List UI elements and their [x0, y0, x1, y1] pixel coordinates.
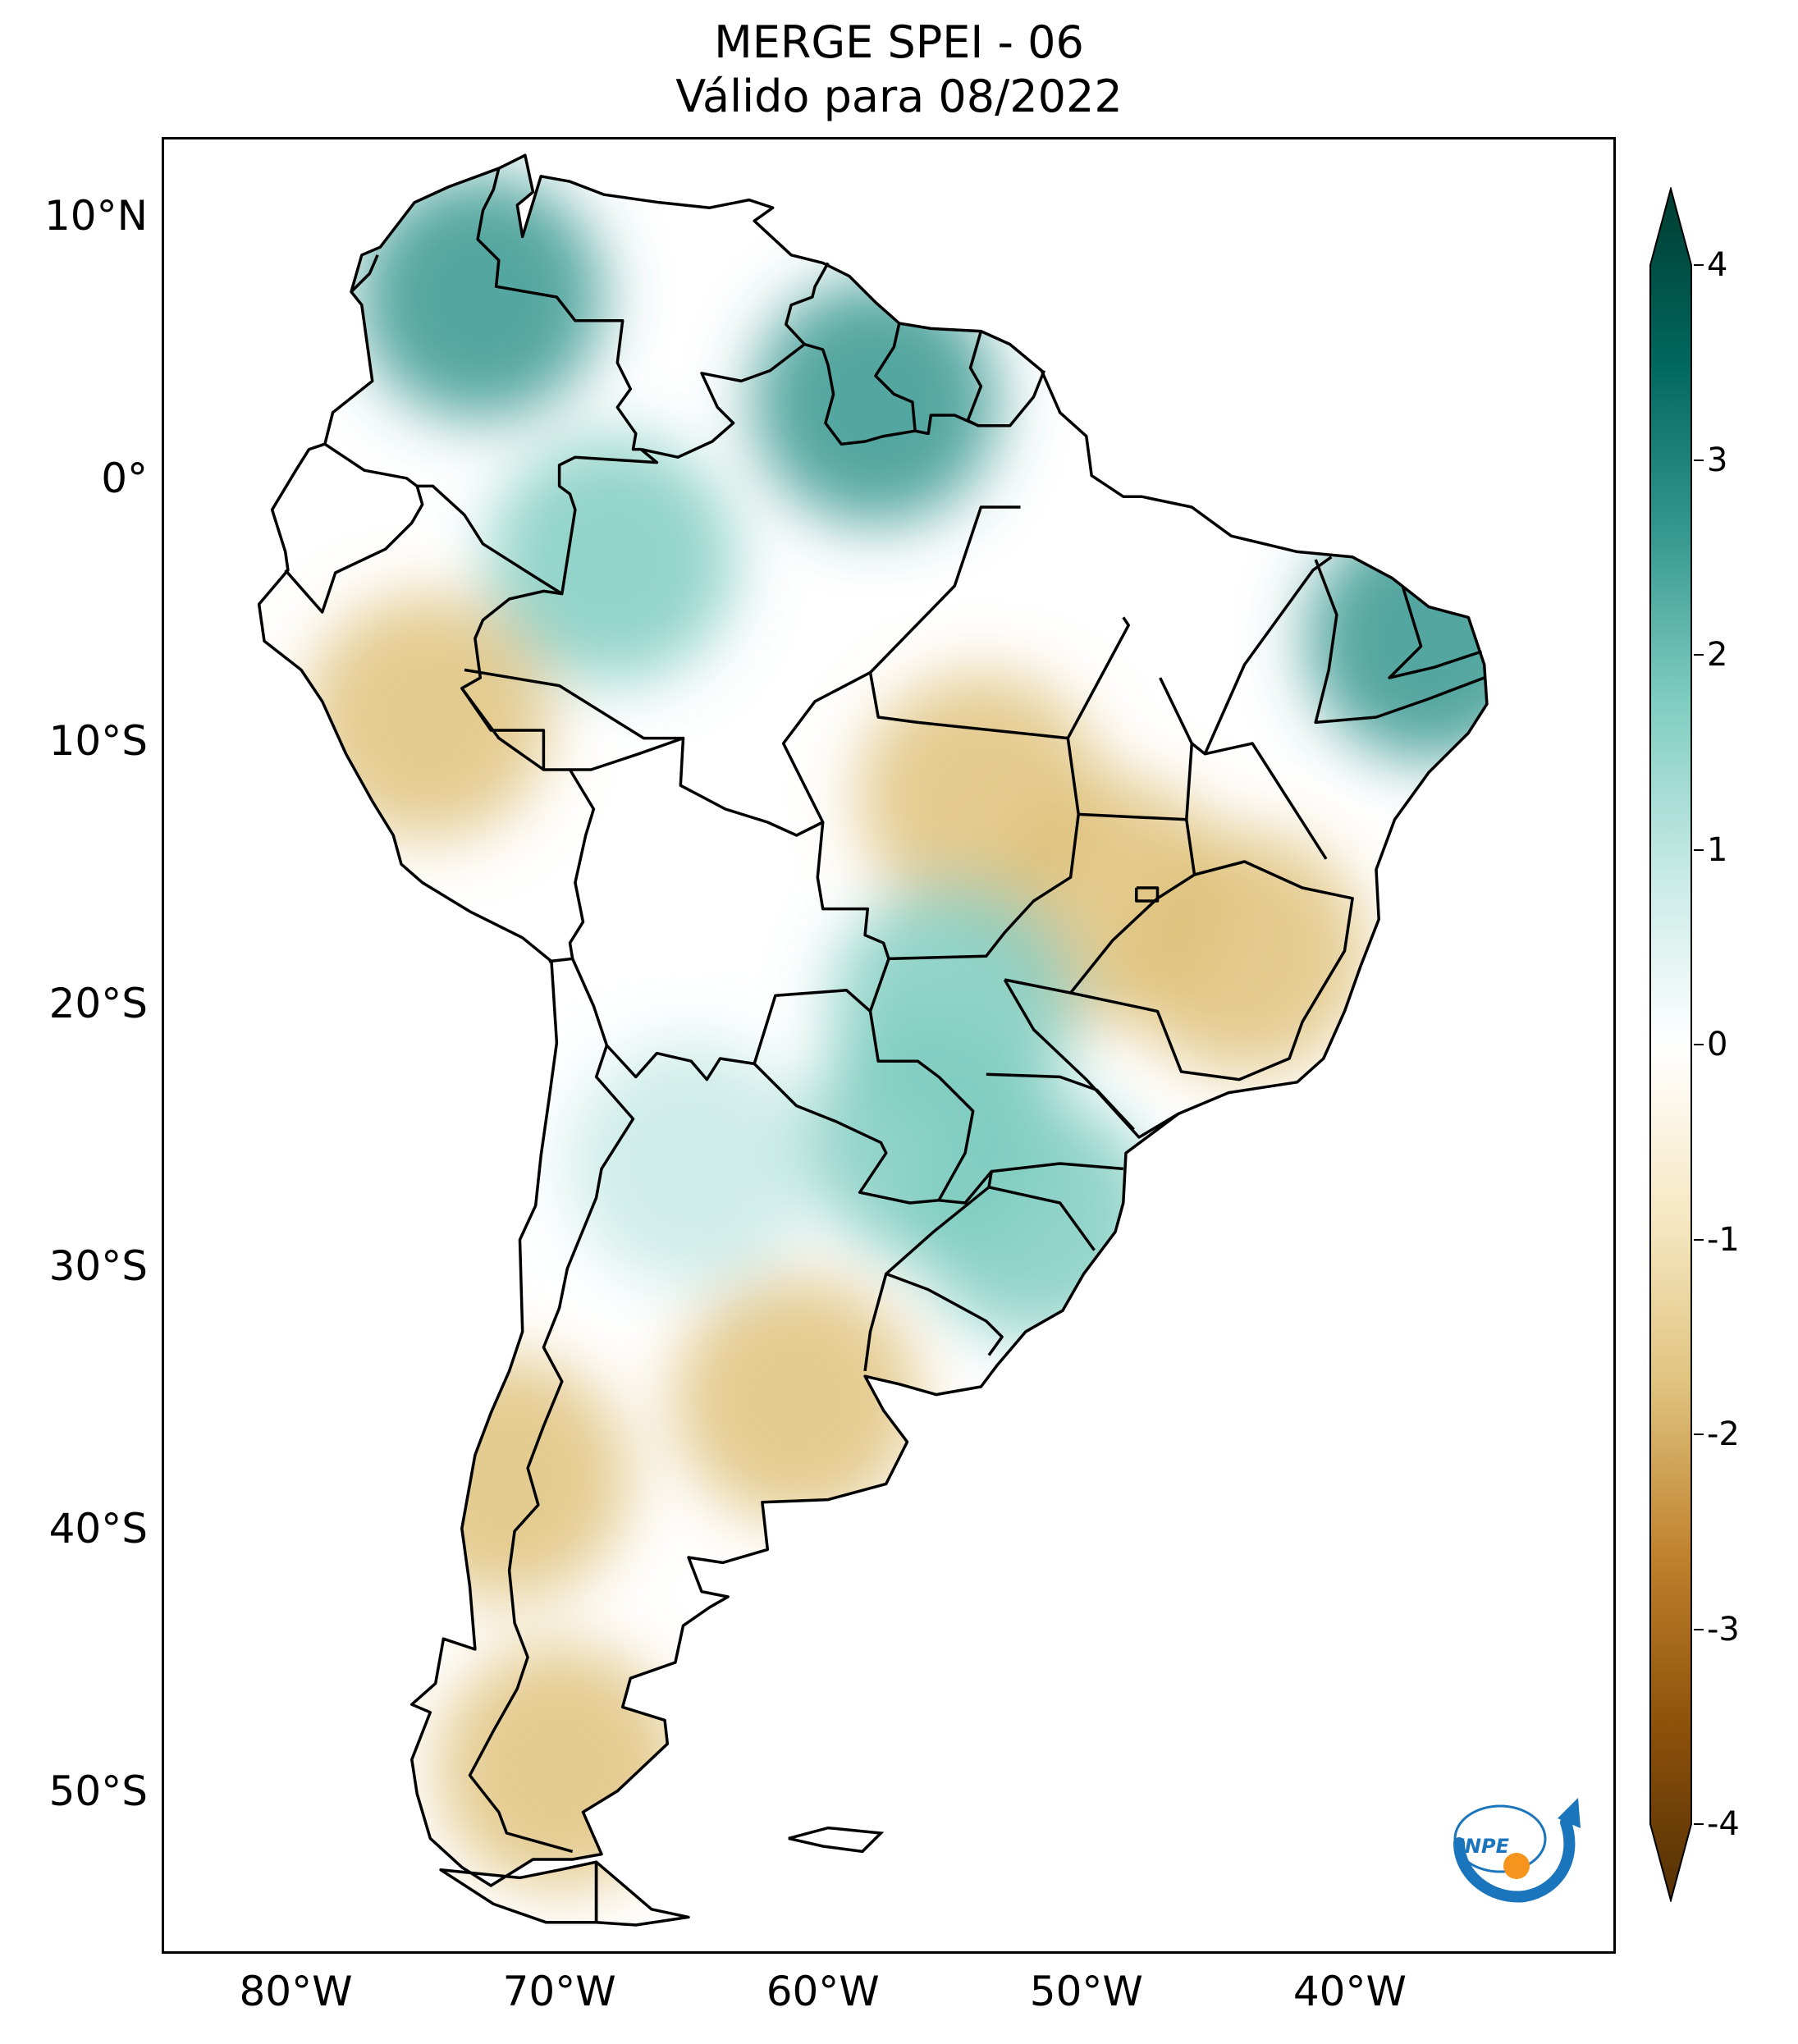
country-border [885, 1169, 1004, 1356]
state-border [1004, 819, 1196, 995]
colorbar-gradient [1649, 187, 1692, 1902]
country-border [966, 331, 983, 428]
state-border [1191, 742, 1328, 860]
state-border [1078, 677, 1194, 821]
logo-arrow-icon [1558, 1798, 1581, 1828]
latitude-tick-label: 0° [101, 455, 148, 502]
colorbar-tick-label: 0 [1707, 1026, 1728, 1063]
country-border [476, 167, 642, 451]
colorbar-tick-label: -1 [1707, 1220, 1740, 1259]
colorbar-tick-mark [1694, 1044, 1704, 1045]
state-border [1003, 979, 1180, 1139]
longitude-tick-label: 40°W [1292, 1968, 1407, 2015]
state-border [986, 1072, 1135, 1131]
colorbar-tick-label: 4 [1707, 246, 1728, 284]
anomaly-blob [752, 279, 999, 525]
colorbar-tick-mark [1694, 1238, 1704, 1241]
country-borders [257, 153, 1489, 1927]
country-border [803, 342, 1046, 446]
country-border [468, 1045, 635, 1854]
state-border [1135, 886, 1160, 903]
state-border [1203, 556, 1333, 755]
title-line-1: MERGE SPEI - 06 [714, 16, 1084, 68]
colorbar-tick-label: 3 [1707, 441, 1728, 479]
country-border [284, 485, 424, 614]
state-border [1388, 585, 1483, 679]
country-border [640, 262, 830, 459]
latitude-tick-label: 50°S [48, 1767, 148, 1815]
longitude-tick-label: 60°W [766, 1968, 880, 2015]
colorbar-tick-mark [1694, 1823, 1704, 1825]
islands [788, 1826, 885, 1854]
logo-orbit-icon [1453, 1804, 1547, 1873]
colorbar-tick-mark [1694, 1434, 1704, 1435]
state-border [1314, 559, 1485, 725]
land-fill-group [258, 155, 1487, 1926]
anomaly-blob [383, 1356, 630, 1602]
anomaly-blob [568, 1040, 815, 1287]
state-border [1066, 616, 1130, 739]
inpe-logo: INPE [1453, 1798, 1581, 1903]
logo-swoosh-icon [1453, 1817, 1576, 1903]
colorbar-tick-label: -3 [1707, 1610, 1740, 1648]
country-border [570, 736, 890, 1081]
map-panel [162, 137, 1616, 1954]
country-border [863, 1273, 888, 1372]
state-border [991, 1162, 1123, 1173]
state-border [1070, 860, 1354, 1081]
country-border [753, 1011, 975, 1205]
longitude-tick-label: 70°W [502, 1968, 616, 2015]
colorbar-tick-label: -2 [1707, 1415, 1740, 1453]
anomaly-blob [488, 437, 735, 683]
logo-dot-icon [1503, 1853, 1530, 1879]
longitude-tick-label: 80°W [239, 1968, 353, 2015]
latitude-tick-label: 10°N [43, 192, 148, 240]
anomaly-blob [304, 594, 551, 840]
colorbar [1649, 187, 1692, 1902]
colorbar-tick-label: 1 [1707, 830, 1728, 869]
colorbar-tick-label: -4 [1707, 1805, 1740, 1843]
country-border [874, 322, 917, 432]
state-border [988, 1186, 1096, 1251]
state-border [464, 668, 684, 740]
logo-text: INPE [1457, 1835, 1510, 1858]
colorbar-tick-label: 2 [1707, 636, 1728, 674]
latitude-tick-label: 40°S [48, 1505, 148, 1552]
country-border [460, 589, 596, 963]
colorbar-tick-mark [1694, 848, 1704, 851]
coastline [257, 153, 1489, 1887]
anomaly-blob [673, 1277, 920, 1523]
latitude-tick-label: 10°S [48, 717, 148, 765]
colorbar-tick-mark [1694, 654, 1704, 656]
colorbar-tick-mark [1694, 459, 1704, 461]
country-border [323, 442, 659, 596]
colorbar-tick-mark [1694, 1628, 1704, 1630]
state-border [869, 505, 1021, 674]
longitude-tick-label: 50°W [1029, 1968, 1143, 2015]
anomaly-blob [1306, 515, 1487, 761]
anomaly-blob [357, 174, 604, 420]
south-america-map [257, 153, 1489, 1927]
latitude-tick-label: 20°S [48, 980, 148, 1027]
latitude-tick-label: 30°S [48, 1242, 148, 1290]
title-line-2: Válido para 08/2022 [675, 71, 1123, 122]
colorbar-tick-mark [1694, 264, 1704, 266]
falkland-islands [788, 1826, 885, 1854]
tierra-del-fuego-west-coast [439, 1860, 598, 1924]
country-border [460, 687, 545, 771]
country-border [350, 254, 379, 293]
